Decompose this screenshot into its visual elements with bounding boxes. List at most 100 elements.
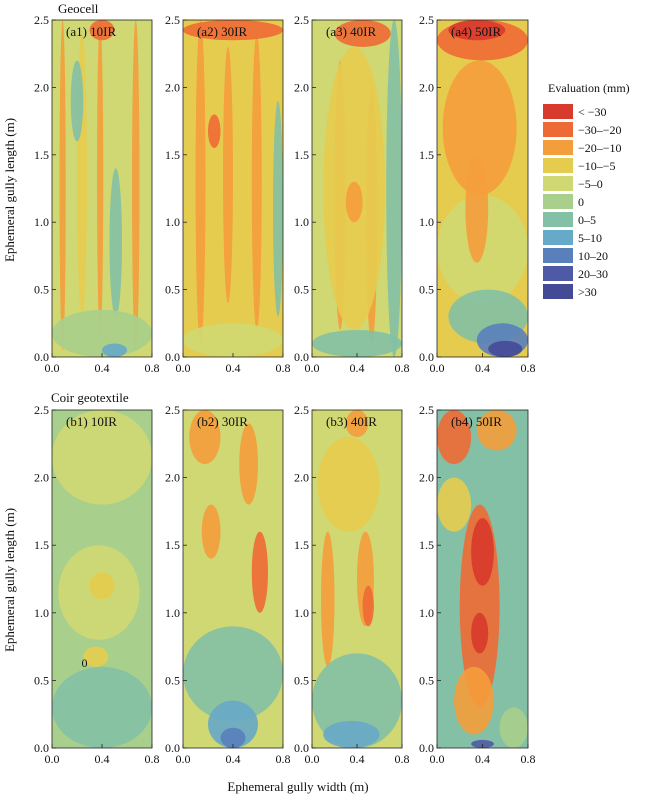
panel-b3-x-tick-label: 0.0: [305, 752, 320, 766]
panel-b1-title: (b1) 10IR: [66, 414, 117, 429]
legend-label-8: 10–20: [578, 249, 608, 263]
panel-a4-y-tick-label: 0.0: [419, 350, 434, 364]
panel-a1-y-tick-label: 0.0: [34, 350, 49, 364]
panel-b3-y-tick-label: 2.5: [294, 403, 309, 417]
legend-label-6: 0–5: [578, 213, 596, 227]
panel-b2: (b2) 30IR 0.0 0.5 1.0 1.5 2.0 2.5 0.0 0.4 0.8: [165, 403, 291, 766]
x-axis-label: Ephemeral gully width (m): [227, 779, 368, 794]
panel-b4-patch-8: [471, 739, 494, 748]
panel-a2-x-tick-label: 0.4: [226, 361, 241, 375]
legend-label-7: 5–10: [578, 231, 602, 245]
panel-b2-y-tick-label: 1.0: [165, 606, 180, 620]
panel-a4-x-tick-label: 0.8: [521, 361, 536, 375]
panel-b2-y-tick-label: 1.5: [165, 538, 180, 552]
panel-a1-patch-8: [89, 20, 115, 41]
panel-b4: (b4) 50IR 0.0 0.5 1.0 1.5 2.0 2.5 0.0 0.4 0.8: [419, 403, 536, 766]
panel-a4-y-tick-label: 0.5: [419, 283, 434, 297]
panel-a1-x-tick-label: 0.4: [95, 361, 110, 375]
panel-b2-title: (b2) 30IR: [197, 414, 248, 429]
panel-b2-x-tick-label: 0.8: [276, 752, 291, 766]
panel-b1-y-tick-label: 2.5: [34, 403, 49, 417]
panel-a1-y-tick-label: 0.5: [34, 283, 49, 297]
panel-b4-y-tick-label: 0.0: [419, 741, 434, 755]
panel-a3-patch-6: [345, 181, 363, 223]
panel-b3: (b3) 40IR 0.0 0.5 1.0 1.5 2.0 2.5 0.0 0.4 0.8: [294, 403, 410, 766]
panel-a2-x-tick-label: 0.0: [176, 361, 191, 375]
legend: Evaluation (mm) < −30 −30–−20 −20–−10 −10–−…: [543, 81, 630, 299]
panel-a3-x-tick-label: 0.0: [305, 361, 320, 375]
legend-label-4: −5–0: [578, 177, 603, 191]
group-label-geocell: Geocell: [58, 1, 99, 16]
legend-label-2: −20–−10: [578, 141, 622, 155]
panel-a3-y-tick-label: 2.0: [294, 80, 309, 94]
panel-b3-patch-5: [323, 720, 380, 748]
legend-label-1: −30–−20: [578, 123, 622, 137]
legend-swatch-4: [543, 176, 573, 191]
panel-b4-patch-1: [476, 410, 517, 451]
legend-swatch-8: [543, 248, 573, 263]
legend-swatch-10: [543, 284, 573, 299]
panel-a1-y-tick-label: 2.5: [34, 13, 49, 27]
legend-swatch-1: [543, 122, 573, 137]
panel-a4-y-tick-label: 1.5: [419, 148, 434, 162]
panel-a3-y-tick-label: 2.5: [294, 13, 309, 27]
panel-a2: (a2) 30IR 0.0 0.5 1.0 1.5 2.0 2.5 0.0 0.4 0.8: [165, 13, 291, 375]
panel-a2-title: (a2) 30IR: [197, 24, 248, 39]
panel-a4: (a4) 50IR 0.0 0.5 1.0 1.5 2.0 2.5 0.0 0.4 0.8: [419, 13, 536, 375]
panel-a2-patch-0: [195, 20, 206, 344]
panel-a2-patch-2: [251, 33, 262, 331]
legend-swatch-6: [543, 212, 573, 227]
panel-a2-patch-4: [273, 100, 283, 317]
panel-b2-y-tick-label: 0.5: [165, 673, 180, 687]
legend-label-9: 20–30: [578, 267, 608, 281]
panel-b3-y-tick-label: 0.0: [294, 741, 309, 755]
panel-b2-patch-5: [208, 700, 258, 748]
legend-label-3: −10–−5: [578, 159, 616, 173]
legend-swatch-7: [543, 230, 573, 245]
legend-swatch-0: [543, 104, 573, 119]
panel-a2-patch-1: [223, 46, 233, 304]
panel-a2-y-tick-label: 0.0: [165, 350, 180, 364]
panel-b2-patch-2: [251, 531, 268, 613]
panel-a3-y-tick-label: 1.5: [294, 148, 309, 162]
y-axis-label-bottom: Ephemeral gully length (m): [2, 508, 17, 652]
panel-b3-patch-3: [317, 437, 380, 532]
legend-swatch-2: [543, 140, 573, 155]
panel-b4-y-tick-label: 1.0: [419, 606, 434, 620]
panel-a4-y-tick-label: 2.0: [419, 80, 434, 94]
y-axis-label-top: Ephemeral gully length (m): [2, 118, 17, 262]
legend-label-10: >30: [578, 285, 597, 299]
panel-a1: (a1) 10IR 0.0 0.5 1.0 1.5 2.0 2.5 0.0 0.4 0.8: [34, 13, 160, 375]
panel-a3-x-tick-label: 0.8: [395, 361, 410, 375]
panel-b4-y-tick-label: 0.5: [419, 673, 434, 687]
panel-b1-patch-4: [83, 646, 109, 667]
panel-b2-patch-6: [220, 727, 246, 748]
panel-b3-patch-0: [321, 531, 335, 667]
panel-a1-y-tick-label: 2.0: [34, 80, 49, 94]
panel-a2-y-tick-label: 1.0: [165, 215, 180, 229]
panel-a3-patch-5: [334, 20, 391, 47]
panel-b4-y-tick-label: 2.0: [419, 471, 434, 485]
panel-a3-y-tick-label: 0.5: [294, 283, 309, 297]
panel-b1-y-tick-label: 1.5: [34, 538, 49, 552]
panel-b4-x-tick-label: 0.0: [430, 752, 445, 766]
panel-b4-patch-4: [471, 612, 489, 654]
panel-b3-y-tick-label: 2.0: [294, 471, 309, 485]
panel-a4-patch-1: [448, 20, 506, 41]
panel-b3-x-tick-label: 0.4: [350, 752, 365, 766]
panel-a4-patch-7: [488, 340, 523, 357]
legend-swatch-5: [543, 194, 573, 209]
panel-b3-y-tick-label: 1.0: [294, 606, 309, 620]
panel-b1-patch-2: [89, 572, 115, 600]
panel-b4-y-tick-label: 1.5: [419, 538, 434, 552]
panel-b4-patch-5: [454, 666, 494, 735]
panel-b1-x-tick-label: 0.8: [145, 752, 160, 766]
panel-b1-patch-0: [52, 410, 152, 505]
panel-b2-patch-1: [239, 423, 258, 505]
panel-b2-y-tick-label: 2.5: [165, 403, 180, 417]
panel-b1-patch-3: [52, 666, 152, 748]
legend-swatch-9: [543, 266, 573, 281]
panel-a3-y-tick-label: 0.0: [294, 350, 309, 364]
